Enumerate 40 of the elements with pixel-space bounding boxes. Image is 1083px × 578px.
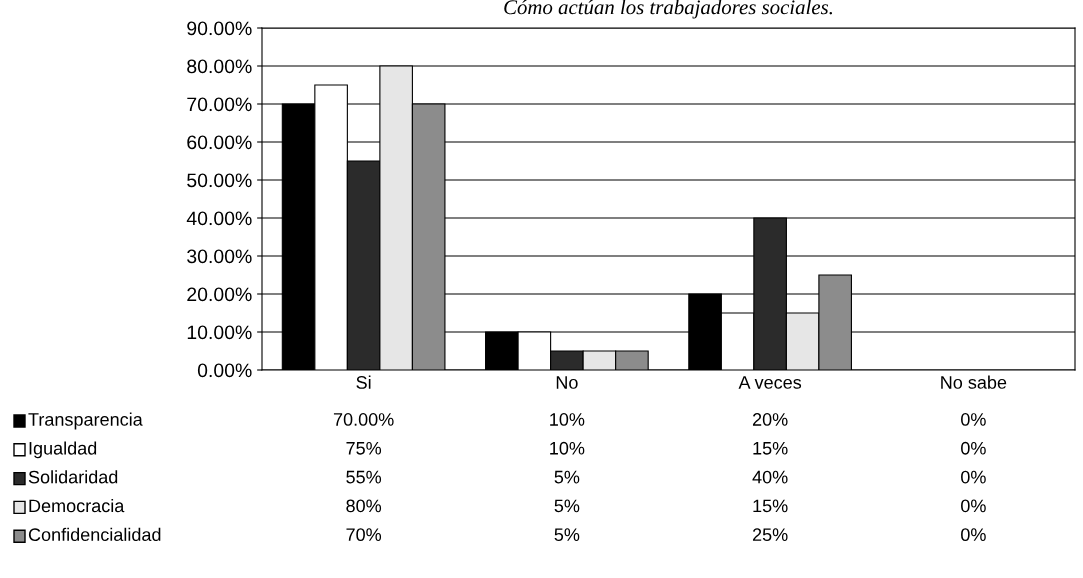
data-label: 5%: [554, 528, 580, 542]
data-label: 20%: [752, 413, 788, 426]
data-label: 10%: [550, 441, 585, 455]
chart-title: Cómo actúan los trabajadores sociales.: [504, 0, 833, 19]
y-tick-label: 50.00%: [187, 173, 252, 188]
legend-label: Solidaridad: [28, 470, 118, 484]
data-label: 75%: [346, 441, 382, 455]
data-label: 70.00%: [333, 413, 394, 426]
data-label: 0%: [961, 528, 986, 542]
legend-label: Confidencialidad: [28, 527, 161, 542]
y-tick-label: 70.00%: [187, 97, 252, 112]
data-label: 80%: [346, 499, 382, 513]
data-label: 70%: [346, 528, 382, 542]
legend-label: Democracia: [29, 498, 125, 513]
y-tick-label: 60.00%: [187, 135, 252, 150]
data-label: 0%: [961, 470, 986, 484]
y-tick-label: 0.00%: [197, 363, 252, 378]
y-tick-label: 30.00%: [187, 249, 252, 264]
x-tick-label: No: [556, 376, 578, 389]
y-tick-label: 10.00%: [187, 325, 252, 340]
data-label: 15%: [753, 499, 788, 513]
data-label: 0%: [961, 499, 986, 513]
data-label: 0%: [961, 413, 986, 426]
data-label: 5%: [554, 499, 580, 513]
y-tick-label: 80.00%: [187, 59, 252, 74]
x-tick-label: No sabe: [941, 375, 1007, 389]
x-tick-label: Si: [356, 375, 371, 389]
data-label: 15%: [753, 441, 788, 455]
y-tick-label: 20.00%: [187, 287, 252, 302]
legend-label: Igualdad: [29, 441, 97, 459]
data-label: 40%: [752, 470, 788, 484]
data-label: 10%: [550, 413, 585, 426]
data-label: 5%: [554, 470, 580, 484]
y-tick-label: 40.00%: [186, 211, 252, 226]
data-label: 55%: [346, 470, 382, 484]
data-label: 25%: [752, 528, 788, 542]
y-tick-label: 90.00%: [187, 21, 252, 36]
x-tick-label: A veces: [738, 376, 802, 389]
data-label: 0%: [961, 441, 986, 455]
legend-label: Transparencia: [28, 412, 143, 430]
